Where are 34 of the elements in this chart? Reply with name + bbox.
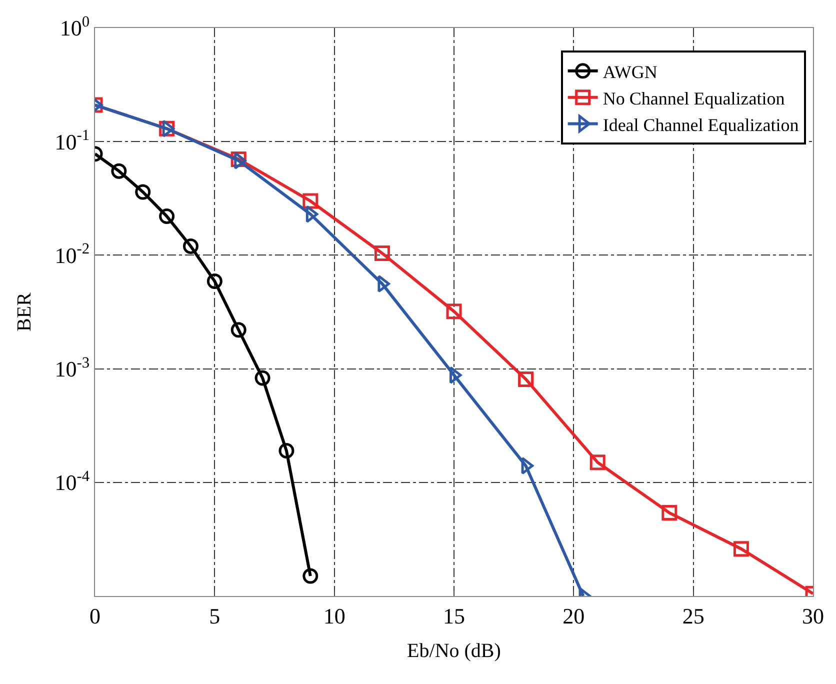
point: [135, 184, 151, 200]
point: [733, 541, 749, 557]
x-tick-label: 0: [90, 603, 100, 628]
point: [662, 505, 678, 521]
point: [278, 442, 294, 458]
legend-label: No Channel Equalization: [602, 88, 785, 108]
y-tick-label: 10$^{-1}$: [54, 127, 90, 154]
legend-label: AWGN: [602, 62, 658, 82]
y-tick-label: 10$^{-3}$: [54, 354, 90, 382]
point: [182, 238, 198, 254]
x-axis-title: Eb/No (dB): [407, 640, 501, 662]
point: [590, 454, 606, 470]
point: [254, 370, 270, 386]
x-tick-label: 20: [562, 603, 585, 628]
point: [206, 273, 222, 289]
point: [230, 322, 246, 338]
point: [374, 246, 390, 262]
y-tick-label: 10$^{-4}$: [54, 468, 90, 496]
point: [446, 304, 462, 320]
point: [162, 120, 175, 138]
point: [159, 208, 175, 224]
point: [518, 371, 534, 387]
x-tick-label: 30: [802, 603, 824, 628]
x-tick-label: 5: [209, 603, 220, 628]
x-tick-label: 10: [323, 603, 346, 628]
legend-label: Ideal Channel Equalization: [602, 114, 799, 135]
point: [306, 205, 318, 223]
x-tick-label: 25: [682, 603, 704, 628]
point: [302, 568, 318, 584]
point: [111, 163, 127, 179]
y-axis-title: BER: [13, 292, 36, 332]
y-tick-label: 10$^{0}$: [60, 13, 90, 41]
x-tick-label: 15: [443, 603, 465, 628]
y-tick-label: 10$^{-2}$: [54, 240, 90, 268]
